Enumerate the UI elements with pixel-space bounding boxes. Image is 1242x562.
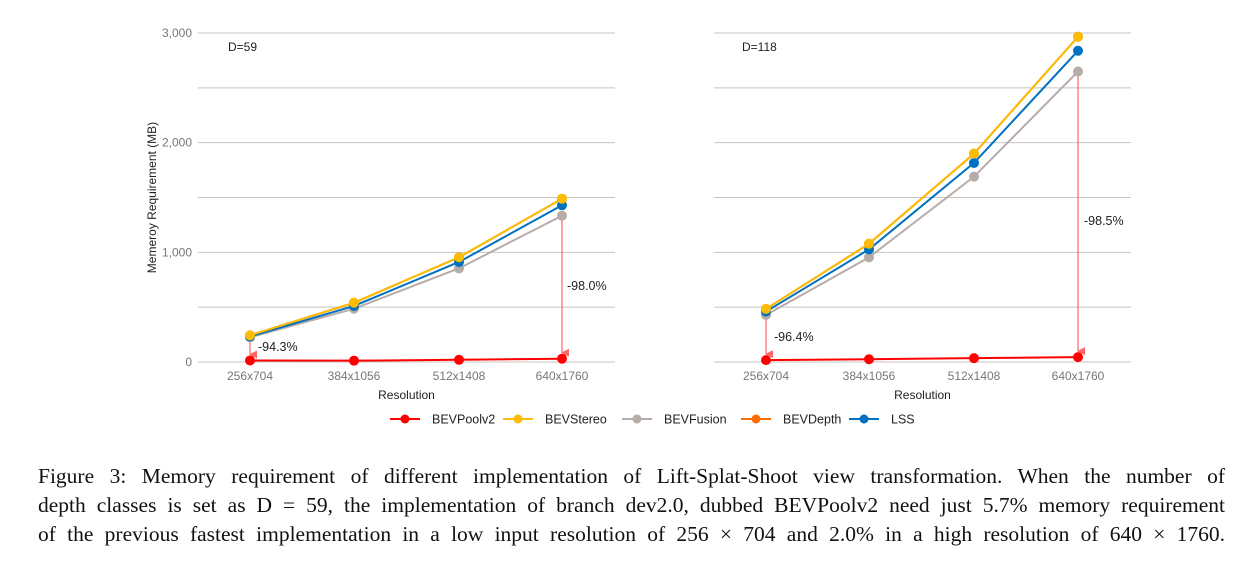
data-point (557, 193, 567, 204)
reduction-label: -94.3% (258, 340, 298, 354)
data-point (969, 157, 979, 168)
x-tick-label: 512x1408 (948, 369, 1001, 383)
data-point (1073, 31, 1083, 42)
y-tick-label: 0 (185, 355, 192, 369)
series-bevpoolv2 (245, 353, 567, 366)
reduction-label: -98.0% (567, 279, 607, 293)
data-point (864, 252, 874, 263)
data-point (761, 303, 771, 314)
data-point (761, 355, 771, 366)
plot-annotation-title: D=59 (228, 40, 257, 54)
legend-label: BEVDepth (783, 413, 841, 427)
y-tick-label: 3,000 (162, 26, 192, 40)
legend-item-bevdepth: BEVDepth (741, 413, 841, 427)
series-line (765, 50, 1079, 313)
data-point (1073, 45, 1083, 56)
y-tick-label: 2,000 (162, 136, 192, 150)
series-bevpoolv2 (761, 352, 1083, 366)
data-point (1073, 352, 1083, 363)
series-line (249, 197, 563, 337)
series-line (765, 70, 1079, 316)
plot-2: 256x704 384x1056 512x1408 640x1760 Resolutio… (714, 31, 1131, 402)
legend: BEVPoolv2 BEVStereo BEVFusion BEVDepth LSS (390, 413, 915, 427)
legend-swatch-dot (513, 414, 523, 424)
series-bevdepth (761, 31, 1083, 314)
data-point (864, 354, 874, 365)
y-tick-label: 1,000 (162, 245, 192, 259)
legend-label: LSS (891, 413, 915, 427)
legend-item-lss: LSS (849, 413, 915, 427)
legend-swatch-dot (859, 414, 869, 424)
legend-label: BEVFusion (664, 413, 727, 427)
x-axis-label: Resolution (894, 388, 951, 402)
data-point (969, 171, 979, 182)
caption-line: Figure 3: Memory requirement of differen… (38, 464, 1225, 488)
data-point (557, 210, 567, 221)
y-axis-label: Memeroy Requirement (MB) (145, 122, 159, 273)
series-lss (245, 200, 567, 342)
x-tick-label: 640x1760 (536, 369, 589, 383)
data-point (557, 353, 567, 364)
data-point (454, 354, 464, 365)
reduction-label: -98.5% (1084, 214, 1124, 228)
legend-swatch-dot (400, 414, 410, 424)
legend-label: BEVPoolv2 (432, 413, 495, 427)
x-axis-label: Resolution (378, 388, 435, 402)
figure-caption: Figure 3: Memory requirement of differen… (38, 462, 1225, 549)
series-line (765, 36, 1079, 310)
legend-label: BEVStereo (545, 413, 607, 427)
data-point (245, 355, 255, 366)
legend-item-bevfusion: BEVFusion (622, 413, 727, 427)
caption-line: depth classes is set as D = 59, the impl… (38, 493, 1225, 517)
series-line (249, 214, 563, 339)
series-line (765, 356, 1079, 362)
series-line (249, 357, 563, 362)
plot-annotation-title: D=118 (742, 40, 777, 54)
legend-swatch-dot (632, 414, 642, 424)
data-point (349, 297, 359, 308)
series-bevstereo (245, 193, 567, 341)
data-point (349, 355, 359, 366)
data-point (1073, 66, 1083, 77)
x-tick-label: 384x1056 (843, 369, 896, 383)
series-line (765, 36, 1079, 310)
x-tick-label: 384x1056 (328, 369, 381, 383)
memory-chart: 0 1,000 2,000 3,000 256x704 384x1056 512x1408 6… (145, 26, 1131, 427)
data-point (864, 238, 874, 249)
data-point (245, 330, 255, 341)
data-point (969, 353, 979, 364)
x-tick-label: 640x1760 (1052, 369, 1105, 383)
data-point (969, 148, 979, 159)
x-tick-label: 512x1408 (433, 369, 486, 383)
x-tick-label: 256x704 (227, 369, 273, 383)
reduction-label: -96.4% (774, 330, 814, 344)
x-tick-label: 256x704 (743, 369, 789, 383)
plot-1: 0 1,000 2,000 3,000 256x704 384x1056 512x1408 6… (145, 26, 615, 402)
legend-item-bevpoolv2: BEVPoolv2 (390, 413, 495, 427)
legend-swatch-dot (751, 414, 761, 424)
data-point (454, 252, 464, 263)
series-line (249, 204, 563, 338)
series-line (249, 197, 563, 337)
legend-item-bevstereo: BEVStereo (503, 413, 607, 427)
series-bevstereo (761, 31, 1083, 314)
caption-line: of the previous fastest implementation i… (38, 522, 1225, 546)
series-bevdepth (245, 193, 567, 341)
